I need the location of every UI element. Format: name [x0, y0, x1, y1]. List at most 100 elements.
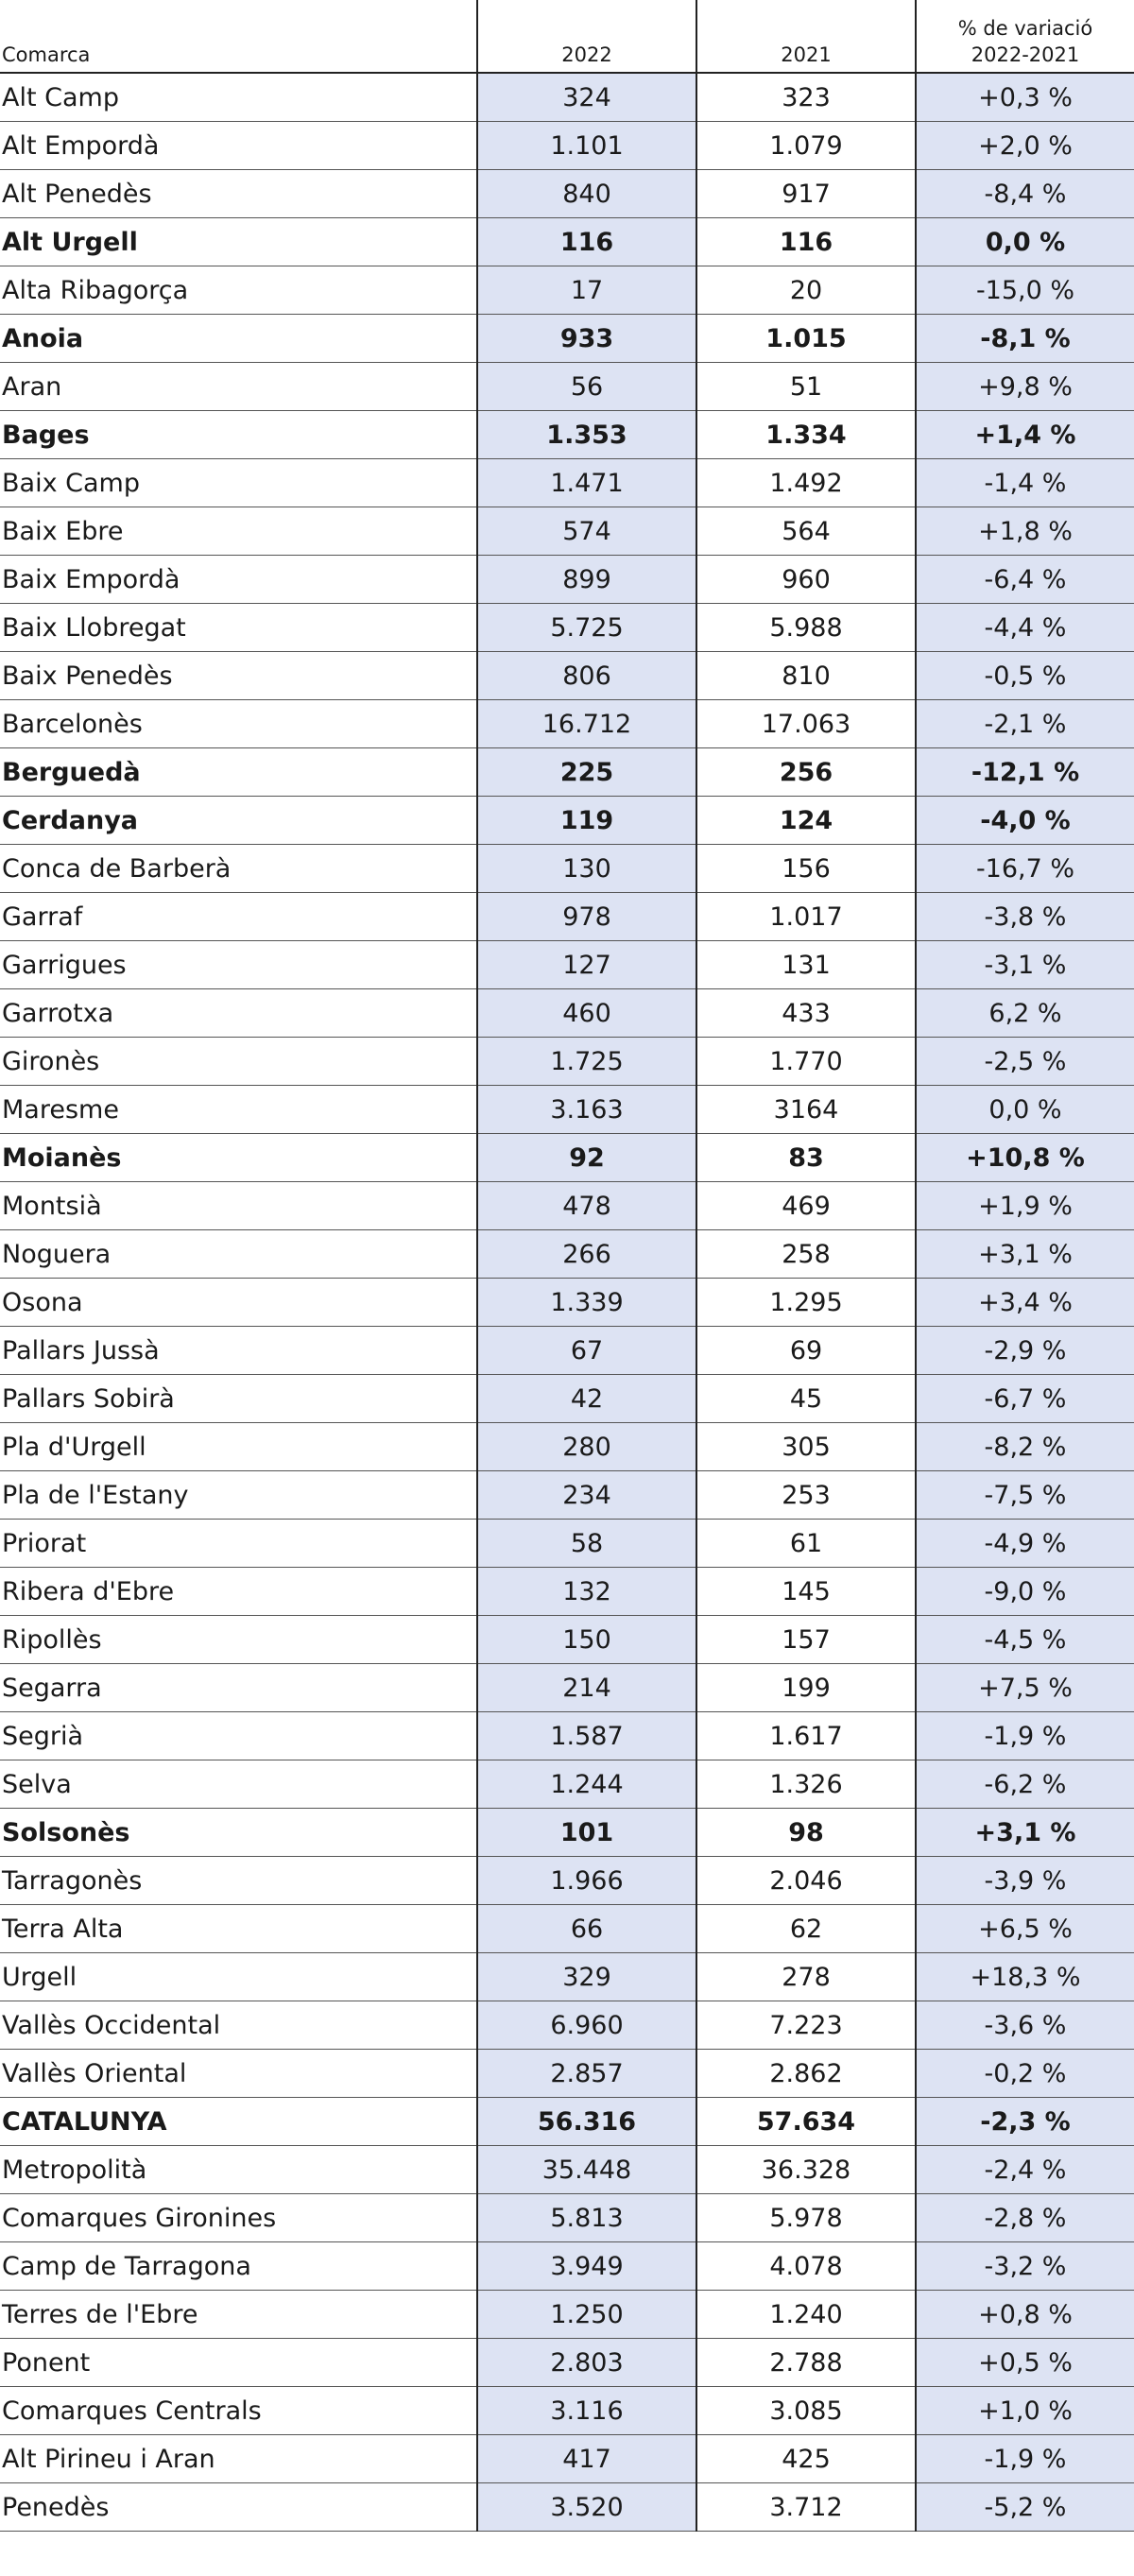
- value-2021-cell: 253: [696, 1470, 916, 1520]
- value-2022-cell: 56.316: [476, 2097, 696, 2146]
- variation-cell: -3,8 %: [915, 892, 1134, 941]
- value-2021-cell: 51: [696, 362, 916, 411]
- table-row: Ponent 2.803 2.788 +0,5 %: [0, 2338, 1134, 2387]
- table-row: Terres de l'Ebre 1.250 1.240 +0,8 %: [0, 2290, 1134, 2339]
- variation-cell: -4,9 %: [915, 1519, 1134, 1568]
- value-2022-cell: 329: [476, 1952, 696, 2001]
- table-row: Pla de l'Estany 234 253 -7,5 %: [0, 1470, 1134, 1520]
- value-2022-cell: 56: [476, 362, 696, 411]
- value-2021-cell: 199: [696, 1663, 916, 1712]
- value-2022-cell: 2.803: [476, 2338, 696, 2387]
- table-row: Segrià 1.587 1.617 -1,9 %: [0, 1711, 1134, 1760]
- value-2021-cell: 1.770: [696, 1037, 916, 1086]
- variation-cell: +1,0 %: [915, 2386, 1134, 2435]
- value-2022-cell: 66: [476, 1904, 696, 1953]
- value-2021-cell: 256: [696, 747, 916, 797]
- value-2022-cell: 933: [476, 314, 696, 363]
- value-2022-cell: 266: [476, 1229, 696, 1279]
- variation-cell: -8,2 %: [915, 1422, 1134, 1471]
- variation-cell: -9,0 %: [915, 1567, 1134, 1616]
- variation-cell: -2,8 %: [915, 2193, 1134, 2242]
- value-2021-cell: 1.492: [696, 458, 916, 507]
- comarca-cell: Baix Empordà: [0, 555, 477, 604]
- comarca-cell: Pla d'Urgell: [0, 1422, 477, 1471]
- value-2022-cell: 116: [476, 217, 696, 266]
- variation-cell: 0,0 %: [915, 217, 1134, 266]
- table-row: Garrotxa 460 433 6,2 %: [0, 988, 1134, 1038]
- variation-cell: -1,4 %: [915, 458, 1134, 507]
- value-2021-cell: 5.978: [696, 2193, 916, 2242]
- comarca-cell: Comarques Gironines: [0, 2193, 477, 2242]
- comarca-cell: Comarques Centrals: [0, 2386, 477, 2435]
- value-2022-cell: 35.448: [476, 2145, 696, 2194]
- value-2021-cell: 1.017: [696, 892, 916, 941]
- table-row: Alt Penedès 840 917 -8,4 %: [0, 169, 1134, 218]
- table-row: Baix Llobregat 5.725 5.988 -4,4 %: [0, 603, 1134, 652]
- variation-cell: -4,4 %: [915, 603, 1134, 652]
- value-2022-cell: 1.101: [476, 121, 696, 170]
- table-row: Solsonès 101 98 +3,1 %: [0, 1808, 1134, 1857]
- header-comarca: Comarca: [0, 0, 477, 74]
- variation-cell: -16,7 %: [915, 844, 1134, 893]
- variation-cell: +0,3 %: [915, 73, 1134, 122]
- value-2021-cell: 3.085: [696, 2386, 916, 2435]
- table-row: Selva 1.244 1.326 -6,2 %: [0, 1760, 1134, 1809]
- value-2021-cell: 433: [696, 988, 916, 1038]
- value-2022-cell: 1.966: [476, 1856, 696, 1905]
- value-2021-cell: 3164: [696, 1085, 916, 1134]
- value-2022-cell: 42: [476, 1374, 696, 1423]
- value-2022-cell: 225: [476, 747, 696, 797]
- table-row: Moianès 92 83 +10,8 %: [0, 1133, 1134, 1182]
- header-variation: % de variació 2022-2021: [915, 0, 1134, 74]
- value-2022-cell: 5.813: [476, 2193, 696, 2242]
- value-2021-cell: 323: [696, 73, 916, 122]
- table-row: Pallars Jussà 67 69 -2,9 %: [0, 1326, 1134, 1375]
- comarca-cell: Segarra: [0, 1663, 477, 1712]
- value-2022-cell: 214: [476, 1663, 696, 1712]
- table-row: Metropolità 35.448 36.328 -2,4 %: [0, 2145, 1134, 2194]
- comarca-cell: Bages: [0, 410, 477, 459]
- table-row: Urgell 329 278 +18,3 %: [0, 1952, 1134, 2001]
- value-2022-cell: 1.250: [476, 2290, 696, 2339]
- comarca-cell: Alt Urgell: [0, 217, 477, 266]
- variation-cell: +3,1 %: [915, 1808, 1134, 1857]
- table-row: Cerdanya 119 124 -4,0 %: [0, 796, 1134, 845]
- value-2022-cell: 3.163: [476, 1085, 696, 1134]
- comarca-cell: Terres de l'Ebre: [0, 2290, 477, 2339]
- variation-cell: -2,1 %: [915, 699, 1134, 748]
- value-2021-cell: 425: [696, 2434, 916, 2483]
- header-variation-line1: % de variació: [957, 17, 1093, 40]
- table-row: Baix Empordà 899 960 -6,4 %: [0, 555, 1134, 604]
- table-row: Pla d'Urgell 280 305 -8,2 %: [0, 1422, 1134, 1471]
- value-2022-cell: 234: [476, 1470, 696, 1520]
- value-2021-cell: 4.078: [696, 2241, 916, 2291]
- table-row: Comarques Centrals 3.116 3.085 +1,0 %: [0, 2386, 1134, 2435]
- value-2022-cell: 574: [476, 507, 696, 556]
- comarca-cell: Pallars Jussà: [0, 1326, 477, 1375]
- table-row: Aran 56 51 +9,8 %: [0, 362, 1134, 411]
- table-row: Penedès 3.520 3.712 -5,2 %: [0, 2482, 1134, 2532]
- header-row: Comarca 2022 2021 % de variació 2022-202…: [0, 0, 1134, 74]
- variation-cell: -6,2 %: [915, 1760, 1134, 1809]
- value-2022-cell: 101: [476, 1808, 696, 1857]
- value-2021-cell: 116: [696, 217, 916, 266]
- variation-cell: +0,5 %: [915, 2338, 1134, 2387]
- table-row: Baix Camp 1.471 1.492 -1,4 %: [0, 458, 1134, 507]
- value-2022-cell: 1.353: [476, 410, 696, 459]
- variation-cell: -2,3 %: [915, 2097, 1134, 2146]
- value-2021-cell: 2.046: [696, 1856, 916, 1905]
- value-2022-cell: 3.520: [476, 2482, 696, 2532]
- value-2021-cell: 1.079: [696, 121, 916, 170]
- comarca-cell: Baix Ebre: [0, 507, 477, 556]
- value-2021-cell: 98: [696, 1808, 916, 1857]
- comarca-cell: Noguera: [0, 1229, 477, 1279]
- variation-cell: -6,4 %: [915, 555, 1134, 604]
- value-2022-cell: 478: [476, 1181, 696, 1230]
- variation-cell: -1,9 %: [915, 1711, 1134, 1760]
- variation-cell: -5,2 %: [915, 2482, 1134, 2532]
- comarca-cell: Barcelonès: [0, 699, 477, 748]
- variation-cell: +6,5 %: [915, 1904, 1134, 1953]
- value-2022-cell: 3.116: [476, 2386, 696, 2435]
- variation-cell: -8,1 %: [915, 314, 1134, 363]
